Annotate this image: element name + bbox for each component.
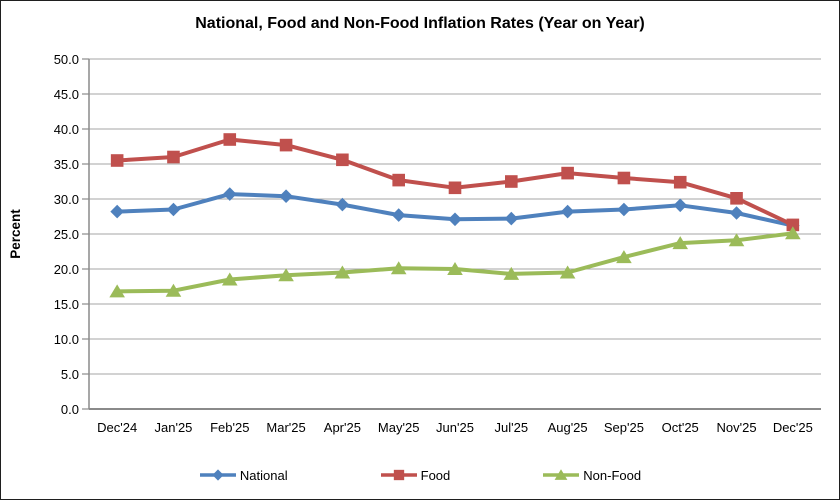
legend: National Food Non-Food [1,467,839,483]
data-point-national [729,206,744,220]
data-point-food [730,192,743,205]
data-point-food [336,153,349,167]
data-point-food [279,138,293,152]
data-point-national [166,202,181,217]
legend-item-food: Food [380,467,451,483]
data-point-food [673,175,687,189]
data-point-non-food [503,266,520,280]
x-tick-label: Jun'25 [436,420,474,435]
x-tick-label: Aug'25 [547,420,588,435]
y-tick-label: 15.0 [53,296,79,312]
data-point-national [279,189,293,203]
y-tick-label: 0.0 [60,401,79,417]
data-point-national [448,212,462,227]
data-point-non-food [334,265,351,279]
data-point-non-food [447,262,463,275]
legend-label: Food [420,467,451,483]
data-point-non-food [728,233,745,247]
national-line-marker-icon [199,469,236,481]
x-tick-label: Sep'25 [603,420,644,435]
data-point-non-food [221,272,238,286]
data-point-non-food [109,284,125,298]
data-point-non-food [559,265,576,279]
data-point-national [673,198,688,213]
data-point-food [392,173,405,187]
data-point-food [617,171,631,185]
x-tick-label: Apr'25 [323,420,361,435]
data-point-food [505,175,518,188]
y-tick-label: 40.0 [53,121,79,137]
data-point-food [561,166,574,180]
x-tick-label: Feb'25 [210,420,250,435]
x-tick-label: Mar'25 [266,420,306,435]
data-point-national [617,202,631,217]
data-point-non-food [165,283,182,297]
data-point-national [222,187,237,201]
data-point-non-food [390,261,407,275]
x-tick-label: May'25 [377,420,420,435]
y-tick-label: 50.0 [53,51,79,67]
y-tick-label: 10.0 [53,331,79,347]
data-point-non-food [672,236,689,250]
legend-label: Non-Food [583,467,642,483]
y-tick-label: 25.0 [53,226,79,242]
legend-item-nonfood: Non-Food [542,467,641,483]
y-tick-label: 35.0 [53,156,79,172]
data-point-food [110,154,124,167]
data-point-national [560,204,575,219]
data-point-non-food [278,268,294,282]
data-point-non-food [785,226,801,240]
data-point-national [110,204,124,219]
data-point-food [167,150,180,164]
y-tick-label: 20.0 [53,261,79,277]
nonfood-line-marker-icon [543,469,580,480]
x-tick-label: Dec'24 [97,420,138,435]
food-line-marker-icon [380,469,417,481]
legend-item-national: National [199,467,288,483]
y-tick-label: 30.0 [53,191,79,207]
data-point-national [504,211,519,226]
x-tick-label: Nov'25 [716,420,757,435]
data-point-food [786,218,800,232]
chart-title: National, Food and Non-Food Inflation Ra… [195,15,645,32]
data-point-national [391,208,406,222]
y-tick-label: 45.0 [53,86,79,102]
data-point-national [335,197,350,212]
x-tick-label: Oct'25 [661,420,699,435]
y-tick-label: 5.0 [60,366,79,382]
legend-label: National [239,467,288,483]
data-point-food [223,133,237,146]
x-tick-label: Jan'25 [154,420,193,435]
x-tick-label: Jul'25 [494,420,529,435]
x-tick-label: Dec'25 [772,420,813,435]
data-point-non-food [616,250,632,264]
data-point-food [448,181,462,195]
